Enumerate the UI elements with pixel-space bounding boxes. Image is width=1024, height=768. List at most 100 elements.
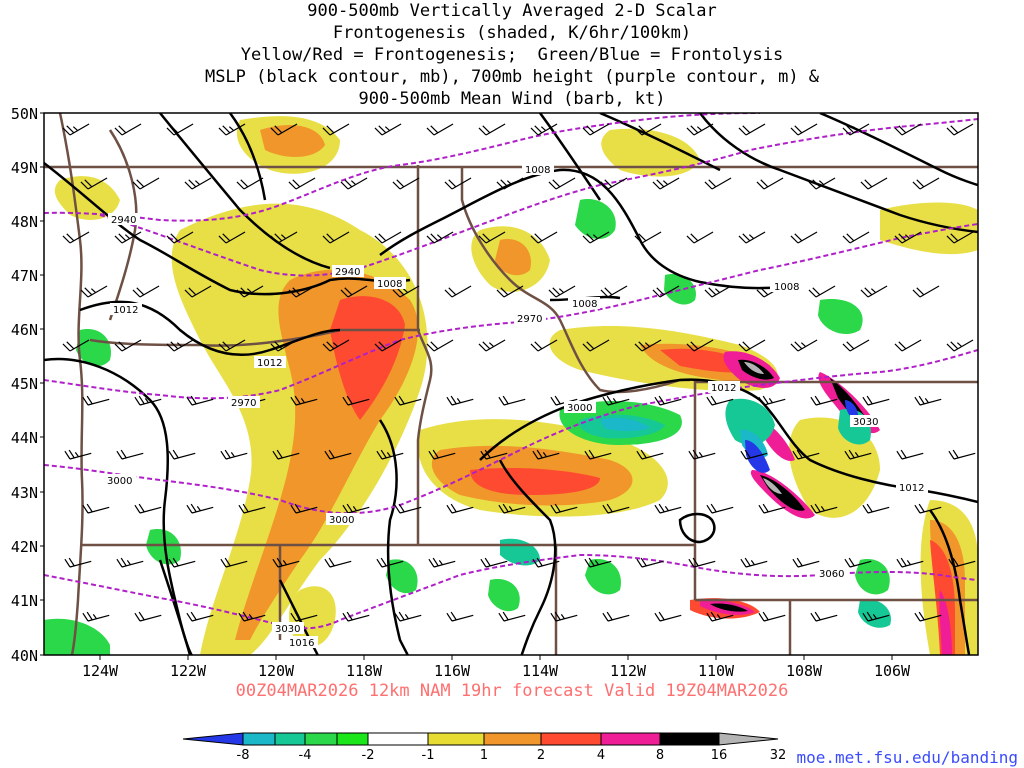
lat-label: 49N <box>11 159 38 177</box>
wind-barb <box>756 177 784 190</box>
colorbar-label: -8 <box>237 748 250 763</box>
lon-label: 112W <box>610 662 647 680</box>
lat-label: 42N <box>11 538 38 556</box>
wind-barb <box>894 339 922 352</box>
wind-barb <box>478 231 506 244</box>
wind-barb <box>532 557 560 568</box>
mslp-label: 1012 <box>257 358 282 369</box>
wind-barb <box>374 123 402 136</box>
wind-barb <box>480 557 508 568</box>
wind-barb <box>652 285 680 298</box>
lat-label: 46N <box>11 321 38 339</box>
wind-barb <box>706 503 734 514</box>
wind-barb <box>758 395 786 406</box>
lat-label: 41N <box>11 592 38 610</box>
wind-barb <box>704 177 732 190</box>
wind-barb <box>428 557 456 568</box>
lat-label: 48N <box>11 213 38 231</box>
height-label: 3060 <box>819 569 844 580</box>
wind-barb <box>636 557 664 568</box>
mslp-label: 1012 <box>899 483 924 494</box>
wind-barb <box>270 231 298 244</box>
wind-barb <box>376 557 404 568</box>
lon-label: 118W <box>346 662 383 680</box>
wind-barb <box>62 123 90 136</box>
colorbar-label: -4 <box>299 748 312 763</box>
valid-time-text: 00Z04MAR2026 12km NAM 19hr forecast Vali… <box>235 681 789 701</box>
wind-barb <box>582 123 610 136</box>
colorbar-label: -2 <box>362 748 375 763</box>
title-line-2: Frontogenesis (shaded, K/6hr/100km) <box>332 23 692 43</box>
wind-barb <box>498 611 526 622</box>
wind-barb <box>288 177 316 190</box>
wind-barb <box>862 503 890 514</box>
wind-barb <box>374 339 402 352</box>
height-label: 3030 <box>853 417 878 428</box>
wind-barb <box>740 557 768 568</box>
wind-barb <box>758 503 786 514</box>
wind-barb <box>582 339 610 352</box>
wind-barb <box>842 123 870 136</box>
wind-barb <box>186 503 214 514</box>
wind-barb <box>652 177 680 190</box>
wind-barb <box>530 339 558 352</box>
wind-barb <box>340 285 368 298</box>
wind-barb <box>550 611 578 622</box>
wind-barb <box>116 557 144 568</box>
wind-barb <box>584 449 612 460</box>
title-line-4: MSLP (black contour, mb), 700mb height (… <box>204 67 820 87</box>
wind-barb <box>896 557 924 568</box>
height-label: 3000 <box>329 515 354 526</box>
wind-barb <box>322 339 350 352</box>
credit-text: moe.met.fsu.edu/banding <box>796 748 1018 767</box>
wind-barb <box>340 177 368 190</box>
wind-barb <box>790 339 818 352</box>
wind-barb <box>704 285 732 298</box>
mslp-label: 1016 <box>289 638 314 649</box>
colorbar-label: 32 <box>770 748 787 763</box>
title-line-3: Yellow/Red = Frontogenesis; Green/Blue =… <box>240 45 784 65</box>
wind-barb <box>394 395 422 406</box>
wind-barb <box>218 339 246 352</box>
lat-label: 43N <box>11 484 38 502</box>
wind-barb <box>444 285 472 298</box>
title-line-1: 900-500mb Vertically Averaged 2-D Scalar <box>307 1 717 21</box>
lon-label: 106W <box>874 662 911 680</box>
wind-barb <box>168 557 196 568</box>
wind-barb <box>236 285 264 298</box>
colorbar-box <box>336 732 369 746</box>
wind-barb <box>290 611 318 622</box>
height-label: 2970 <box>231 398 256 409</box>
lat-label: 47N <box>11 267 38 285</box>
wind-barb <box>62 231 90 244</box>
wind-barb <box>322 231 350 244</box>
wind-barb <box>496 285 524 298</box>
wind-barb <box>220 557 248 568</box>
geographic-borders <box>44 113 978 655</box>
wind-barb <box>808 177 836 190</box>
wind-barb <box>808 285 836 298</box>
wind-barb <box>64 557 92 568</box>
wind-barb <box>238 503 266 514</box>
wind-barb <box>740 449 768 460</box>
wind-barb <box>116 449 144 460</box>
mslp-label: 1008 <box>377 279 402 290</box>
wind-barb <box>290 395 318 406</box>
lon-label: 122W <box>170 662 207 680</box>
colorbar-box <box>367 732 429 746</box>
wind-barb <box>324 557 352 568</box>
wind-barb <box>166 123 194 136</box>
coastline <box>58 113 84 655</box>
wind-barb <box>860 285 888 298</box>
wind-barb <box>530 231 558 244</box>
wind-barb <box>532 449 560 460</box>
wind-barb <box>166 231 194 244</box>
wind-barb <box>912 285 940 298</box>
wind-barb <box>948 449 976 460</box>
lon-label: 124W <box>82 662 119 680</box>
wind-barb <box>498 503 526 514</box>
mslp-label: 1012 <box>113 305 138 316</box>
height-label: 3000 <box>107 476 132 487</box>
wind-barb <box>602 503 630 514</box>
